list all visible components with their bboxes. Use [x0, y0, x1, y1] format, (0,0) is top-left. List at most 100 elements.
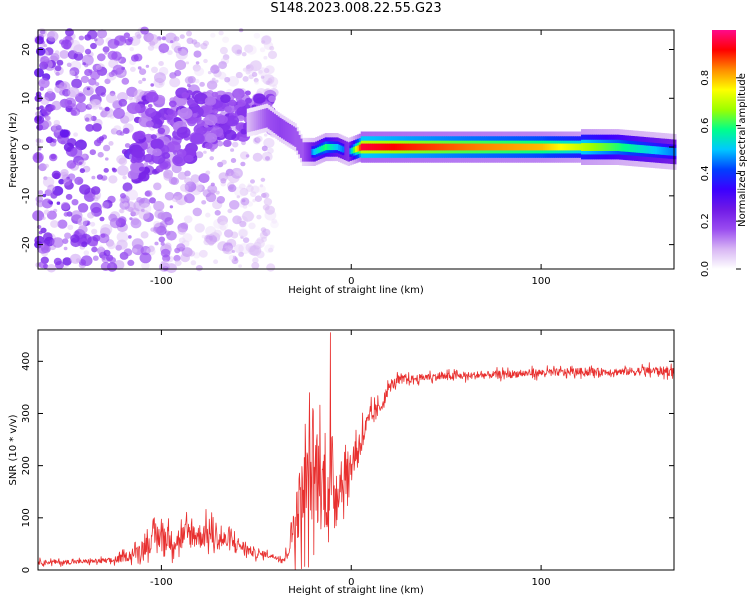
heatmap-ridge-cell [645, 145, 648, 154]
heatmap-cell [154, 72, 166, 83]
heatmap-cell [234, 244, 244, 254]
heatmap-cell [66, 160, 77, 169]
heatmap-cell [73, 44, 85, 55]
heatmap-ridge-cell [577, 143, 580, 151]
heatmap-cell [258, 70, 263, 74]
snr-y-tick-label: 300 [21, 404, 32, 423]
heatmap-cell [98, 233, 110, 244]
heatmap-ridge-cell [303, 142, 307, 162]
heatmap-ridge-cell [385, 143, 388, 151]
snr-y-tick-label: 100 [21, 508, 32, 527]
heatmap-cell [230, 148, 235, 152]
heatmap-cell [212, 109, 219, 114]
heatmap-cell [254, 137, 261, 143]
heatmap-cell [69, 70, 76, 76]
heatmap-cell [205, 212, 211, 218]
heatmap-cell [253, 93, 266, 104]
heatmap-ridge-cell [495, 143, 498, 151]
spectrogram-y-tick-label: 0 [21, 144, 32, 150]
heatmap-cell [73, 52, 84, 61]
heatmap-cell [244, 90, 251, 96]
heatmap-cell [127, 259, 135, 266]
heatmap-cell [164, 242, 172, 250]
heatmap-cell [116, 129, 123, 136]
heatmap-cell [257, 67, 268, 76]
heatmap-cell [147, 103, 153, 108]
heatmap-cell [91, 99, 102, 108]
heatmap-cell [204, 114, 218, 126]
heatmap-cell [147, 45, 155, 51]
heatmap-cell [223, 245, 234, 255]
heatmap-cell [245, 70, 251, 75]
heatmap-ridge-cell [360, 143, 364, 151]
heatmap-cell [150, 118, 163, 129]
heatmap-ridge-cell [332, 144, 335, 151]
heatmap-ridge-cell [537, 143, 540, 151]
heatmap-ridge-cell [607, 143, 611, 151]
heatmap-cell [112, 64, 124, 75]
heatmap-ridge-cell [408, 143, 411, 151]
heatmap-cell [119, 198, 124, 203]
heatmap-cell [179, 34, 185, 39]
heatmap-ridge-cell [372, 143, 375, 151]
heatmap-ridge-cell [334, 144, 337, 151]
heatmap-cell [250, 214, 255, 218]
heatmap-cell [59, 129, 70, 138]
heatmap-cell [178, 107, 193, 120]
heatmap-cell [127, 36, 134, 43]
heatmap-cell [170, 40, 174, 44]
heatmap-ridge-cell [286, 122, 290, 143]
heatmap-ridge-cell [533, 143, 536, 151]
heatmap-ridge-cell [617, 143, 620, 151]
heatmap-ridge-cell [370, 143, 373, 151]
snr-x-tick-label: 100 [532, 577, 551, 588]
heatmap-cell [158, 212, 166, 220]
heatmap-cell [220, 94, 231, 103]
heatmap-cell [51, 170, 61, 179]
heatmap-ridge-cell [400, 143, 404, 151]
heatmap-cell [70, 110, 77, 116]
heatmap-ridge-cell [432, 143, 436, 151]
heatmap-cell [167, 50, 173, 56]
heatmap-cell [192, 64, 201, 72]
heatmap-ridge-cell [647, 145, 650, 154]
heatmap-cell [263, 68, 270, 74]
heatmap-ridge-cell [628, 144, 631, 152]
heatmap-cell [271, 218, 278, 224]
heatmap-cell [261, 40, 266, 44]
heatmap-cell [123, 202, 129, 207]
heatmap-cell [253, 32, 261, 39]
heatmap-cell [192, 207, 202, 217]
heatmap-cell [164, 191, 175, 201]
heatmap-cell [47, 200, 52, 204]
heatmap-cell [55, 71, 60, 76]
heatmap-ridge-cell [535, 143, 538, 151]
heatmap-cell [229, 200, 240, 210]
heatmap-cell [44, 120, 52, 128]
heatmap-cell [259, 184, 264, 188]
heatmap-ridge-cell [271, 112, 274, 132]
heatmap-cell [261, 145, 268, 152]
snr-y-tick-label: 200 [21, 456, 32, 475]
heatmap-cell [122, 127, 130, 134]
heatmap-cell [134, 130, 146, 140]
heatmap-cell [166, 141, 181, 153]
heatmap-cell [108, 175, 118, 184]
heatmap-cell [62, 257, 72, 266]
heatmap-cell [92, 103, 97, 107]
heatmap-ridge-cell [518, 143, 521, 151]
heatmap-ridge-cell [474, 143, 478, 151]
heatmap-cell [233, 256, 238, 261]
heatmap-ridge-cell [262, 109, 265, 129]
heatmap-cell [262, 192, 270, 199]
heatmap-cell [176, 243, 186, 252]
heatmap-cell [84, 48, 92, 55]
heatmap-cell [79, 168, 86, 174]
heatmap-cell [235, 71, 243, 79]
heatmap-cell [237, 228, 249, 238]
heatmap-ridge-cell [550, 143, 554, 151]
snr-y-tick-label: 0 [21, 567, 32, 573]
heatmap-cell [64, 232, 72, 239]
heatmap-cell [121, 149, 128, 155]
